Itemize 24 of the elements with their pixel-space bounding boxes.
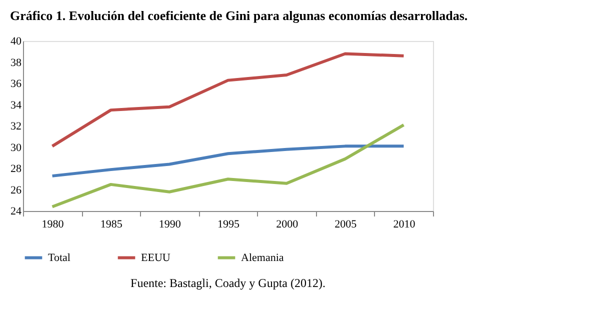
x-tick-label: 2005 (334, 218, 358, 230)
x-tick-label: 1995 (218, 218, 240, 230)
source-note: Fuente: Bastagli, Coady y Gupta (2012). (130, 276, 326, 290)
line-series (50, 52, 406, 148)
legend-label: Total (48, 252, 70, 264)
y-tick-label: 34 (10, 99, 22, 112)
y-tick-label: 32 (10, 120, 22, 132)
x-tick-label: 1980 (42, 218, 64, 230)
line-series (50, 144, 406, 178)
x-tick-label: 1985 (100, 218, 123, 230)
y-tick-label: 40 (10, 36, 22, 48)
y-tick-label: 30 (10, 142, 22, 154)
x-tick-label: 2010 (393, 218, 416, 230)
y-tick-label: 28 (10, 163, 22, 175)
y-tick-label: 24 (10, 206, 22, 218)
chart-title: Gráfico 1. Evolución del coeficiente de Gini para algunas economías desarrolladas. (10, 8, 468, 23)
y-tick-label: 36 (10, 78, 22, 90)
legend-label: Alemania (241, 252, 284, 264)
legend-label: EEUU (141, 252, 170, 264)
y-tick-label: 26 (10, 184, 22, 196)
y-tick-label: 38 (10, 56, 22, 69)
line-series (50, 123, 406, 208)
x-tick-label: 2000 (276, 218, 299, 230)
x-tick-label: 1990 (158, 218, 182, 230)
